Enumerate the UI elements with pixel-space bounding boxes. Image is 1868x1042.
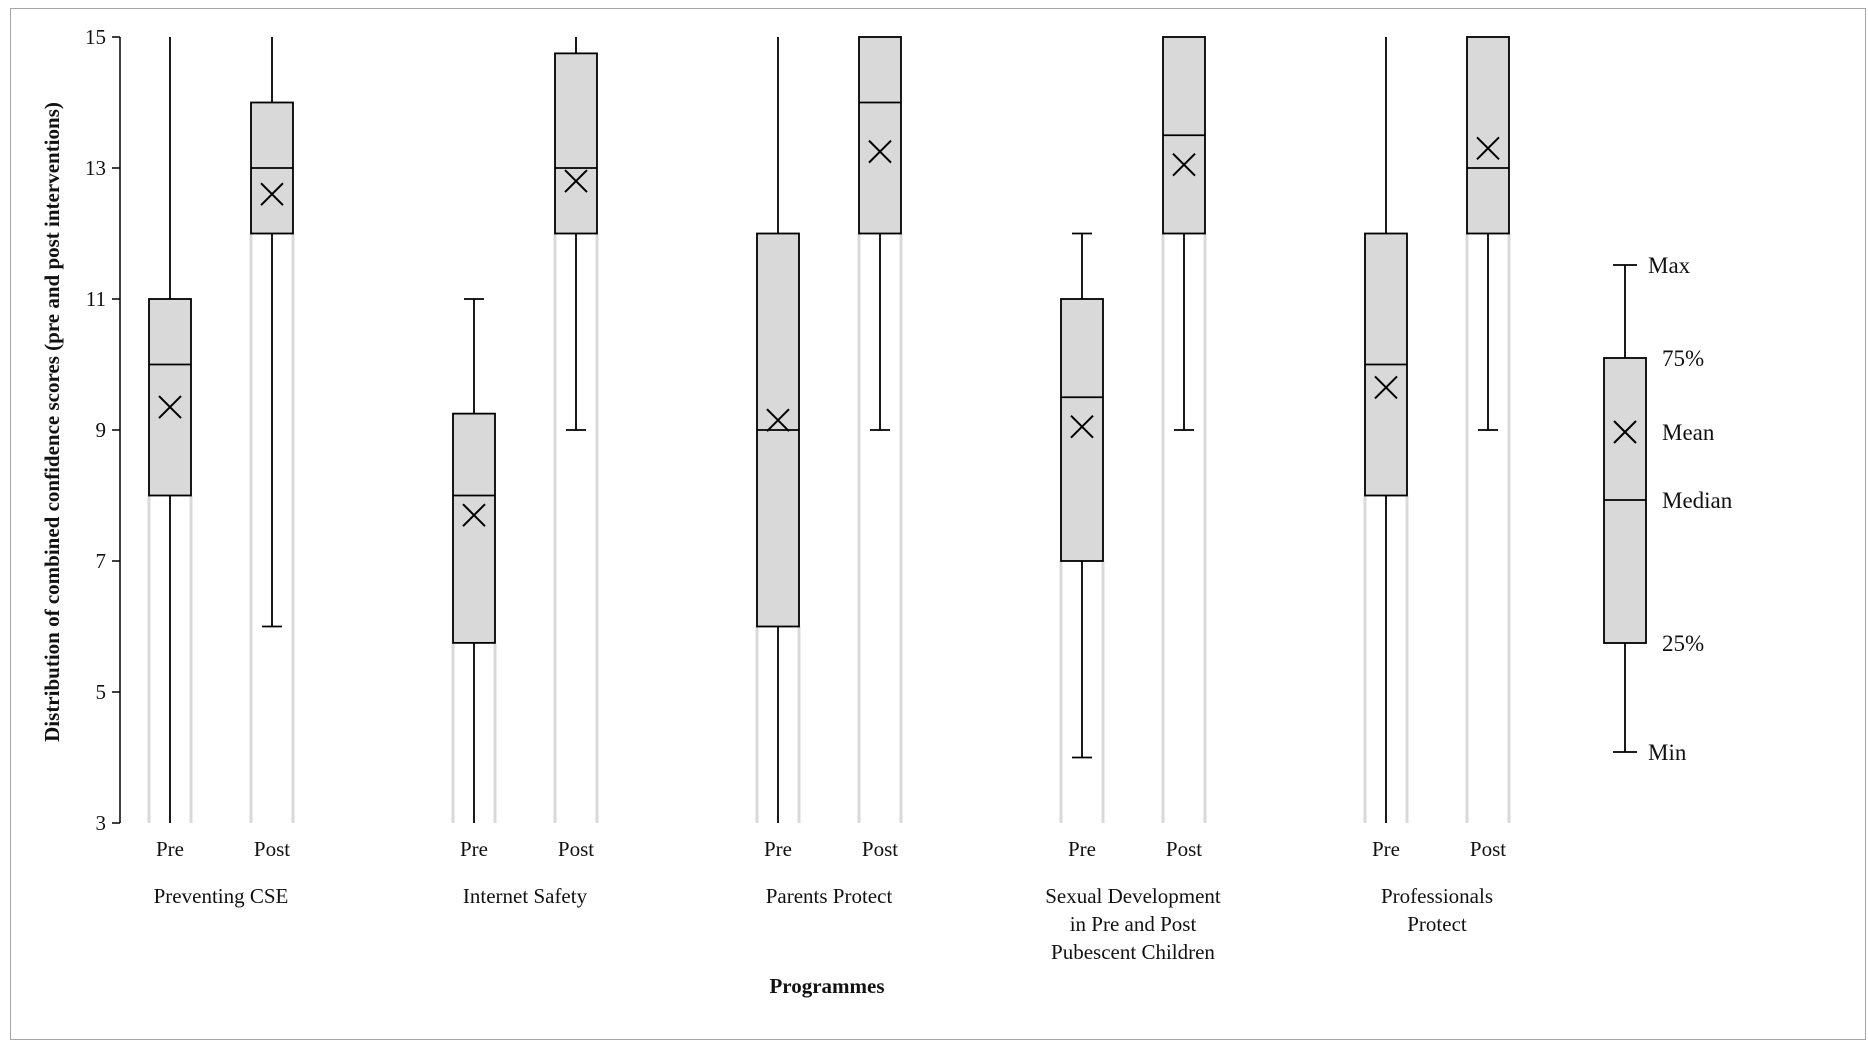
box-label: Pre	[764, 837, 792, 861]
mean-marker	[766, 408, 790, 432]
mean-marker	[462, 503, 486, 527]
mean-marker	[1476, 136, 1500, 161]
mean-marker	[260, 182, 284, 206]
box-iqr	[148, 298, 192, 497]
legend: Max 75% Mean Median 25% Min	[1603, 253, 1733, 765]
x-axis-title: Programmes	[769, 974, 884, 998]
box-label: Post	[862, 837, 898, 861]
box-5-post	[1465, 36, 1511, 823]
mean-marker	[868, 139, 892, 164]
legend-label-mean: Mean	[1662, 420, 1715, 445]
box-3-post	[857, 36, 903, 823]
box-label: Post	[1166, 837, 1202, 861]
y-tick-label: 3	[96, 811, 107, 835]
legend-label-median: Median	[1662, 488, 1733, 513]
chart-frame	[10, 8, 1866, 1040]
box-iqr	[1060, 298, 1104, 562]
box-2-post	[553, 37, 599, 823]
box-iqr	[1466, 36, 1510, 235]
box-3-pre	[755, 37, 801, 823]
box-label: Post	[1470, 837, 1506, 861]
group-label: Preventing CSE	[154, 884, 289, 908]
y-tick-label: 5	[96, 680, 107, 704]
y-tick-label: 7	[96, 549, 107, 573]
box-label: Post	[558, 837, 594, 861]
category-labels: Pre Post Preventing CSE Pre Post Internet Saf…	[154, 837, 1507, 964]
y-tick-label: 13	[85, 156, 106, 180]
group-label: Professionals	[1381, 884, 1493, 908]
group-label: Internet Safety	[463, 884, 588, 908]
box-2-pre	[451, 298, 497, 823]
y-tick-label: 9	[96, 418, 107, 442]
mean-marker	[1070, 415, 1094, 439]
mean-marker	[1374, 375, 1398, 400]
box-iqr	[554, 52, 598, 235]
y-axis: 3 5 7 9 11 13 15	[85, 25, 121, 835]
box-label: Pre	[1068, 837, 1096, 861]
box-4-post	[1161, 36, 1207, 823]
box-iqr	[452, 412, 496, 644]
y-axis-title: Distribution of combined confidence scor…	[40, 102, 64, 742]
group-label: Pubescent Children	[1051, 940, 1215, 964]
legend-label-min: Min	[1648, 740, 1687, 765]
legend-label-q3: 75%	[1662, 346, 1704, 371]
box-label: Pre	[460, 837, 488, 861]
box-4-pre	[1059, 232, 1105, 823]
box-label: Pre	[1372, 837, 1400, 861]
box-5-pre	[1363, 37, 1409, 823]
box-label: Pre	[156, 837, 184, 861]
y-tick-label: 15	[85, 25, 106, 49]
group-label: Sexual Development	[1045, 884, 1221, 908]
group-label: in Pre and Post	[1070, 912, 1197, 936]
box-iqr	[858, 36, 902, 235]
group-label: Protect	[1407, 912, 1467, 936]
mean-marker	[1172, 153, 1196, 177]
mean-marker	[158, 395, 182, 419]
group-label: Parents Protect	[766, 884, 893, 908]
plot-area	[147, 36, 1511, 823]
legend-label-q1: 25%	[1662, 631, 1704, 656]
legend-mean-marker	[1613, 420, 1637, 444]
mean-marker	[564, 169, 588, 193]
legend-label-max: Max	[1648, 253, 1691, 278]
box-label: Post	[254, 837, 290, 861]
box-1-post	[249, 37, 295, 823]
y-tick-label: 11	[86, 287, 106, 311]
box-1-pre	[147, 37, 193, 823]
